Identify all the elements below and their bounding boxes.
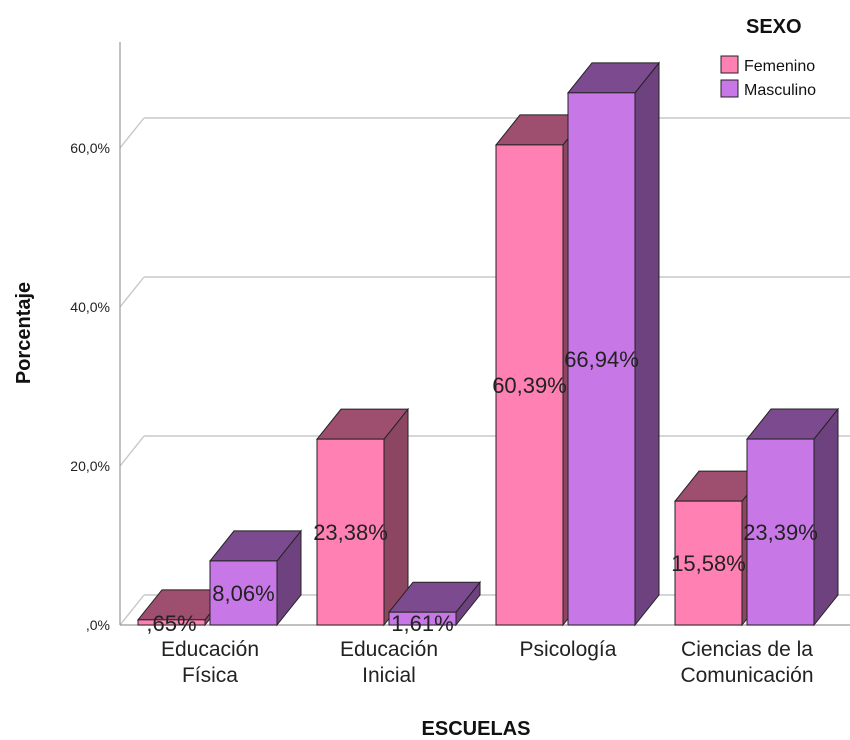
data-label: 23,38% <box>313 520 388 545</box>
legend-title: SEXO <box>746 16 802 38</box>
data-label: 23,39% <box>743 520 818 545</box>
bar-front <box>567 92 636 626</box>
bar <box>315 407 410 627</box>
legend: SEXO Femenino Masculino <box>720 16 816 99</box>
y-axis-ticks: ,0% 20,0% 40,0% 60,0% <box>70 140 110 633</box>
y-tick-label: 60,0% <box>70 140 110 156</box>
bar <box>745 407 840 627</box>
data-label: 66,94% <box>564 347 639 372</box>
bar-front <box>316 438 385 626</box>
x-category-label: Ciencias de la <box>681 638 813 661</box>
x-axis-categories: Educación Física Educación Inicial Psicologí… <box>161 638 814 687</box>
x-category-label: Comunicación <box>680 664 813 687</box>
bar-side <box>813 407 839 627</box>
bar-front <box>746 438 815 626</box>
x-category-label: Psicología <box>520 638 617 661</box>
x-category-label: Inicial <box>362 664 416 687</box>
data-label: ,65% <box>146 611 196 636</box>
data-label: 60,39% <box>492 373 567 398</box>
bar-front <box>674 500 743 626</box>
bar-front <box>209 560 278 626</box>
gridline-diag <box>119 117 145 149</box>
bar-side <box>634 61 660 627</box>
gridline-diag <box>119 594 145 626</box>
bar-front <box>495 144 564 626</box>
data-label: 1,61% <box>391 611 453 636</box>
gridline-diag <box>119 435 145 467</box>
gridline-diag <box>119 276 145 308</box>
bar <box>208 529 303 627</box>
data-label: 15,58% <box>671 551 746 576</box>
bar-front <box>137 619 206 626</box>
bar-front <box>388 611 457 626</box>
legend-swatch <box>720 55 739 74</box>
legend-label: Masculino <box>744 82 816 99</box>
legend-label: Femenino <box>744 58 815 75</box>
bars <box>136 61 840 627</box>
bar <box>566 61 661 627</box>
y-axis-title: Porcentaje <box>13 282 35 384</box>
legend-swatch <box>720 79 739 98</box>
y-tick-label: ,0% <box>86 617 110 633</box>
y-tick-label: 20,0% <box>70 458 110 474</box>
y-tick-label: 40,0% <box>70 299 110 315</box>
data-labels: ,65% 8,06% 23,38% 1,61% 60,39%66,94% 15,58% 23… <box>146 347 817 636</box>
x-category-label: Física <box>182 664 238 687</box>
x-category-label: Educación <box>340 638 438 661</box>
x-axis-title: ESCUELAS <box>422 718 531 740</box>
bar <box>387 580 482 627</box>
x-category-label: Educación <box>161 638 259 661</box>
data-label: 8,06% <box>212 581 274 606</box>
